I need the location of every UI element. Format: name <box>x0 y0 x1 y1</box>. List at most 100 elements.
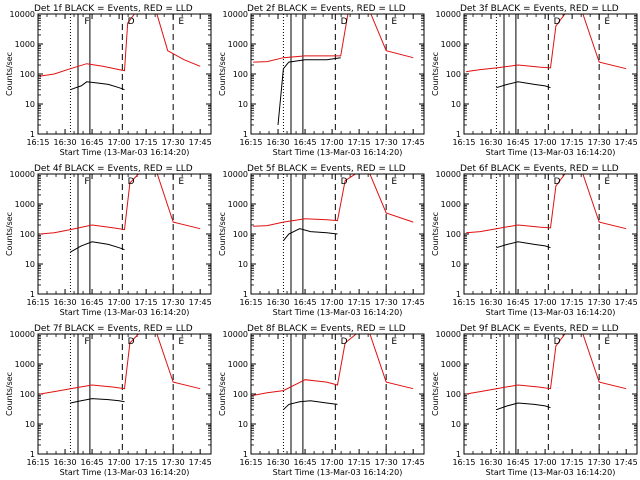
y-tick-label: 100 <box>233 230 248 239</box>
y-tick-label: 10 <box>25 260 35 269</box>
x-tick-label: 17:45 <box>615 458 638 467</box>
y-tick-label: 1000 <box>441 200 461 209</box>
series-events-line <box>496 402 551 411</box>
x-tick-label: 16:45 <box>294 298 317 307</box>
x-tick-label: 16:15 <box>26 298 49 307</box>
plot-frame <box>463 13 638 135</box>
y-tick-label: 1 <box>243 290 248 299</box>
series-events-line <box>283 228 338 242</box>
series-events-line <box>283 400 338 411</box>
y-tick-label: 1000 <box>228 360 248 369</box>
marker-label-d: D <box>554 337 561 347</box>
x-tick-label: 17:45 <box>402 298 425 307</box>
y-tick-label: 1 <box>243 450 248 459</box>
x-tick-label: 16:15 <box>452 458 475 467</box>
marker-label-d: D <box>554 17 561 27</box>
y-tick-label: 10 <box>25 420 35 429</box>
y-tick-label: 10 <box>451 260 461 269</box>
x-tick-label: 17:00 <box>321 138 344 147</box>
x-tick-label: 16:45 <box>294 458 317 467</box>
y-tick-label: 10 <box>451 420 461 429</box>
chart-title: Det 7f BLACK = Events, RED = LLD <box>34 324 193 334</box>
marker-label-f: F <box>84 177 89 187</box>
marker-label-e: E <box>178 177 184 187</box>
x-tick-label: 17:45 <box>189 458 212 467</box>
y-tick-label: 1000 <box>441 360 461 369</box>
x-tick-label: 17:30 <box>162 458 185 467</box>
chart-title: Det 3f BLACK = Events, RED = LLD <box>460 4 619 14</box>
x-axis-label: Start Time (13-Mar-03 16:14:20) <box>486 308 616 317</box>
series-lld-line <box>40 14 201 77</box>
chart-panel-8: Det 8f BLACK = Events, RED = LLD 1 10 100 10… <box>218 324 425 477</box>
marker-label-d: D <box>128 337 135 347</box>
x-tick-label: 16:15 <box>452 298 475 307</box>
x-axis-label: Start Time (13-Mar-03 16:14:20) <box>486 148 616 157</box>
chart-panel-3: Det 3f BLACK = Events, RED = LLD 1 10 100 10… <box>431 4 638 157</box>
x-tick-label: 17:15 <box>561 458 584 467</box>
y-tick-label: 100 <box>446 70 461 79</box>
chart-panel-7: Det 7f BLACK = Events, RED = LLD 1 10 100 10… <box>5 324 212 477</box>
x-tick-label: 17:45 <box>402 458 425 467</box>
y-tick-label: 10000 <box>223 330 248 339</box>
y-axis-label: Counts/sec <box>431 372 440 416</box>
chart-title: Det 6f BLACK = Events, RED = LLD <box>460 164 619 174</box>
y-tick-label: 10 <box>451 100 461 109</box>
y-tick-label: 1 <box>456 130 461 139</box>
y-tick-label: 100 <box>233 70 248 79</box>
series-events-line <box>277 57 341 126</box>
y-tick-label: 1 <box>243 130 248 139</box>
y-tick-label: 10000 <box>436 170 461 179</box>
chart-panel-2: Det 2f BLACK = Events, RED = LLD 1 10 100 10… <box>218 4 425 157</box>
x-axis-label: Start Time (13-Mar-03 16:14:20) <box>273 308 403 317</box>
x-tick-label: 17:45 <box>615 138 638 147</box>
x-tick-label: 16:30 <box>54 458 77 467</box>
y-tick-label: 100 <box>20 230 35 239</box>
plot-frame <box>250 333 425 455</box>
x-tick-label: 17:15 <box>348 138 371 147</box>
x-tick-label: 17:30 <box>588 458 611 467</box>
plot-frame <box>463 333 638 455</box>
x-tick-label: 16:30 <box>267 138 290 147</box>
y-tick-label: 1000 <box>15 360 35 369</box>
y-tick-label: 10000 <box>10 330 35 339</box>
x-tick-label: 17:30 <box>588 138 611 147</box>
x-tick-label: 17:00 <box>108 458 131 467</box>
marker-label-d: D <box>341 17 348 27</box>
x-tick-label: 16:30 <box>480 138 503 147</box>
y-tick-label: 1000 <box>15 200 35 209</box>
marker-label-d: D <box>341 337 348 347</box>
chart-panel-1: Det 1f BLACK = Events, RED = LLD 1 10 100 10… <box>5 4 212 157</box>
y-tick-label: 1000 <box>228 200 248 209</box>
x-tick-label: 17:15 <box>135 138 158 147</box>
marker-label-f: F <box>84 17 89 27</box>
x-tick-label: 16:15 <box>452 138 475 147</box>
x-tick-label: 17:00 <box>534 298 557 307</box>
marker-label-e: E <box>391 17 397 27</box>
plot-frame <box>37 13 212 135</box>
y-tick-label: 1000 <box>228 40 248 49</box>
x-tick-label: 16:30 <box>54 138 77 147</box>
x-tick-label: 17:15 <box>135 458 158 467</box>
marker-label-d: D <box>128 177 135 187</box>
marker-label-e: E <box>178 337 184 347</box>
y-axis-label: Counts/sec <box>431 52 440 96</box>
plot-frame <box>250 13 425 135</box>
chart-panel-6: Det 6f BLACK = Events, RED = LLD 1 10 100 10… <box>431 164 638 317</box>
x-tick-label: 17:30 <box>375 458 398 467</box>
marker-label-e: E <box>391 337 397 347</box>
y-tick-label: 1 <box>30 290 35 299</box>
y-tick-label: 1 <box>456 290 461 299</box>
x-tick-label: 17:30 <box>162 138 185 147</box>
x-tick-label: 16:30 <box>480 298 503 307</box>
x-tick-label: 16:30 <box>267 298 290 307</box>
x-tick-label: 17:00 <box>321 298 344 307</box>
y-axis-label: Counts/sec <box>5 52 14 96</box>
x-tick-label: 16:45 <box>81 138 104 147</box>
x-tick-label: 16:15 <box>26 138 49 147</box>
y-tick-label: 10 <box>238 100 248 109</box>
x-tick-label: 17:15 <box>135 298 158 307</box>
y-tick-label: 10 <box>238 420 248 429</box>
marker-label-e: E <box>604 177 610 187</box>
x-tick-label: 16:15 <box>239 458 262 467</box>
